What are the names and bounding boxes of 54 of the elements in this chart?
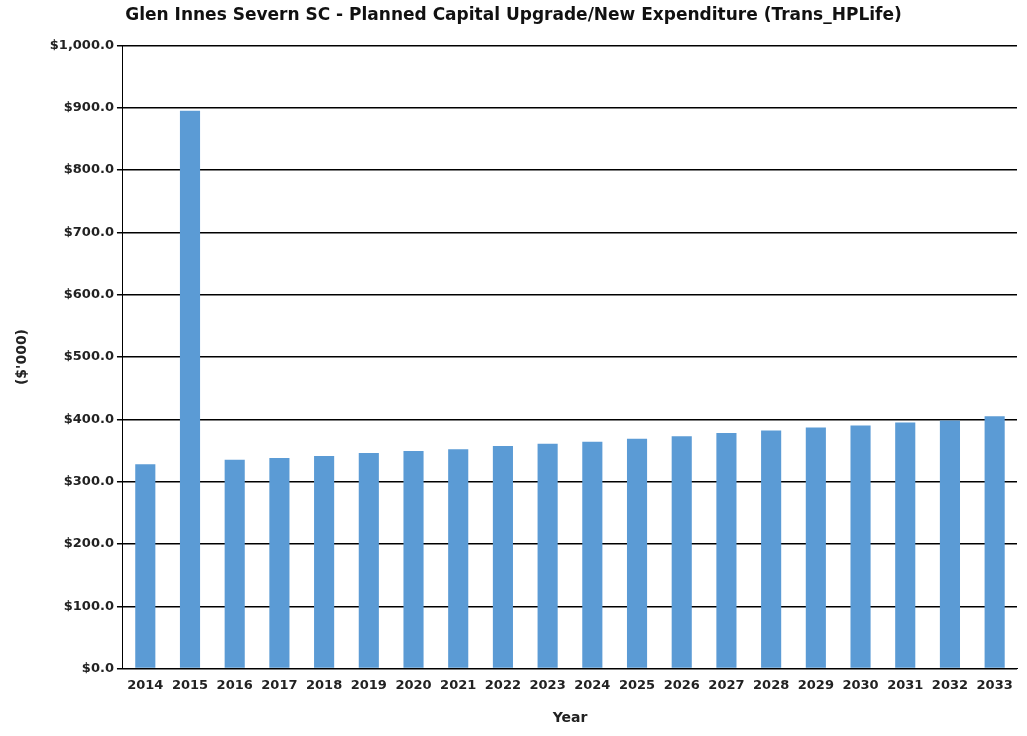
bar	[582, 441, 603, 668]
bar	[358, 452, 379, 668]
y-tick-label: $0.0	[81, 659, 114, 675]
y-tick-label: $800.0	[63, 161, 114, 177]
bar	[314, 456, 335, 668]
y-axis-title: ($'000)	[13, 328, 30, 386]
x-tick-label: 2016	[216, 676, 253, 692]
x-tick-label: 2031	[887, 676, 924, 692]
bar	[939, 420, 960, 668]
x-tick-label: 2027	[708, 676, 745, 692]
bar	[179, 110, 201, 668]
bar	[671, 436, 692, 668]
x-tick-label: 2018	[306, 676, 343, 692]
y-tick-label: $100.0	[63, 597, 114, 613]
x-tick-label: 2014	[127, 676, 164, 692]
bar	[492, 446, 513, 668]
y-tick-label: $200.0	[63, 535, 114, 551]
x-tick-label: 2026	[663, 676, 700, 692]
bar	[850, 425, 871, 668]
bar	[403, 451, 424, 668]
x-axis-title: Year	[551, 709, 588, 726]
bar	[448, 449, 469, 668]
x-tick-label: 2020	[395, 676, 432, 692]
bar	[761, 430, 782, 668]
bar	[537, 443, 558, 668]
y-tick-label: $900.0	[63, 99, 114, 115]
y-tick-label: $700.0	[63, 223, 114, 239]
x-tick-label: 2024	[574, 676, 611, 692]
x-tick-label: 2032	[931, 676, 969, 692]
bar	[895, 422, 916, 668]
x-tick-label: 2022	[484, 676, 522, 692]
x-tick-label: 2033	[976, 676, 1013, 692]
bar	[984, 416, 1005, 668]
bar	[269, 457, 290, 668]
bar	[805, 427, 826, 668]
bar	[135, 464, 156, 668]
x-tick-label: 2017	[261, 676, 298, 692]
x-tick-label: 2029	[797, 676, 834, 692]
x-tick-label: 2019	[350, 676, 387, 692]
bar	[224, 459, 245, 668]
y-tick-label: $400.0	[63, 410, 114, 426]
bar	[626, 438, 648, 668]
y-tick-label: $600.0	[63, 286, 114, 302]
y-tick-label: $1,000.0	[49, 36, 114, 52]
x-tick-label: 2030	[842, 676, 879, 692]
x-tick-label: 2025	[618, 676, 656, 692]
bar	[716, 433, 737, 668]
x-tick-label: 2021	[440, 676, 477, 692]
x-tick-label: 2028	[753, 676, 790, 692]
chart-title: Glen Innes Severn SC - Planned Capital Upgrade/New Expenditure (Trans_HPLife)	[125, 3, 902, 24]
x-tick-label: 2023	[529, 676, 566, 692]
y-tick-label: $300.0	[63, 473, 114, 489]
x-tick-label: 2015	[171, 676, 209, 692]
y-tick-label: $500.0	[63, 348, 114, 364]
